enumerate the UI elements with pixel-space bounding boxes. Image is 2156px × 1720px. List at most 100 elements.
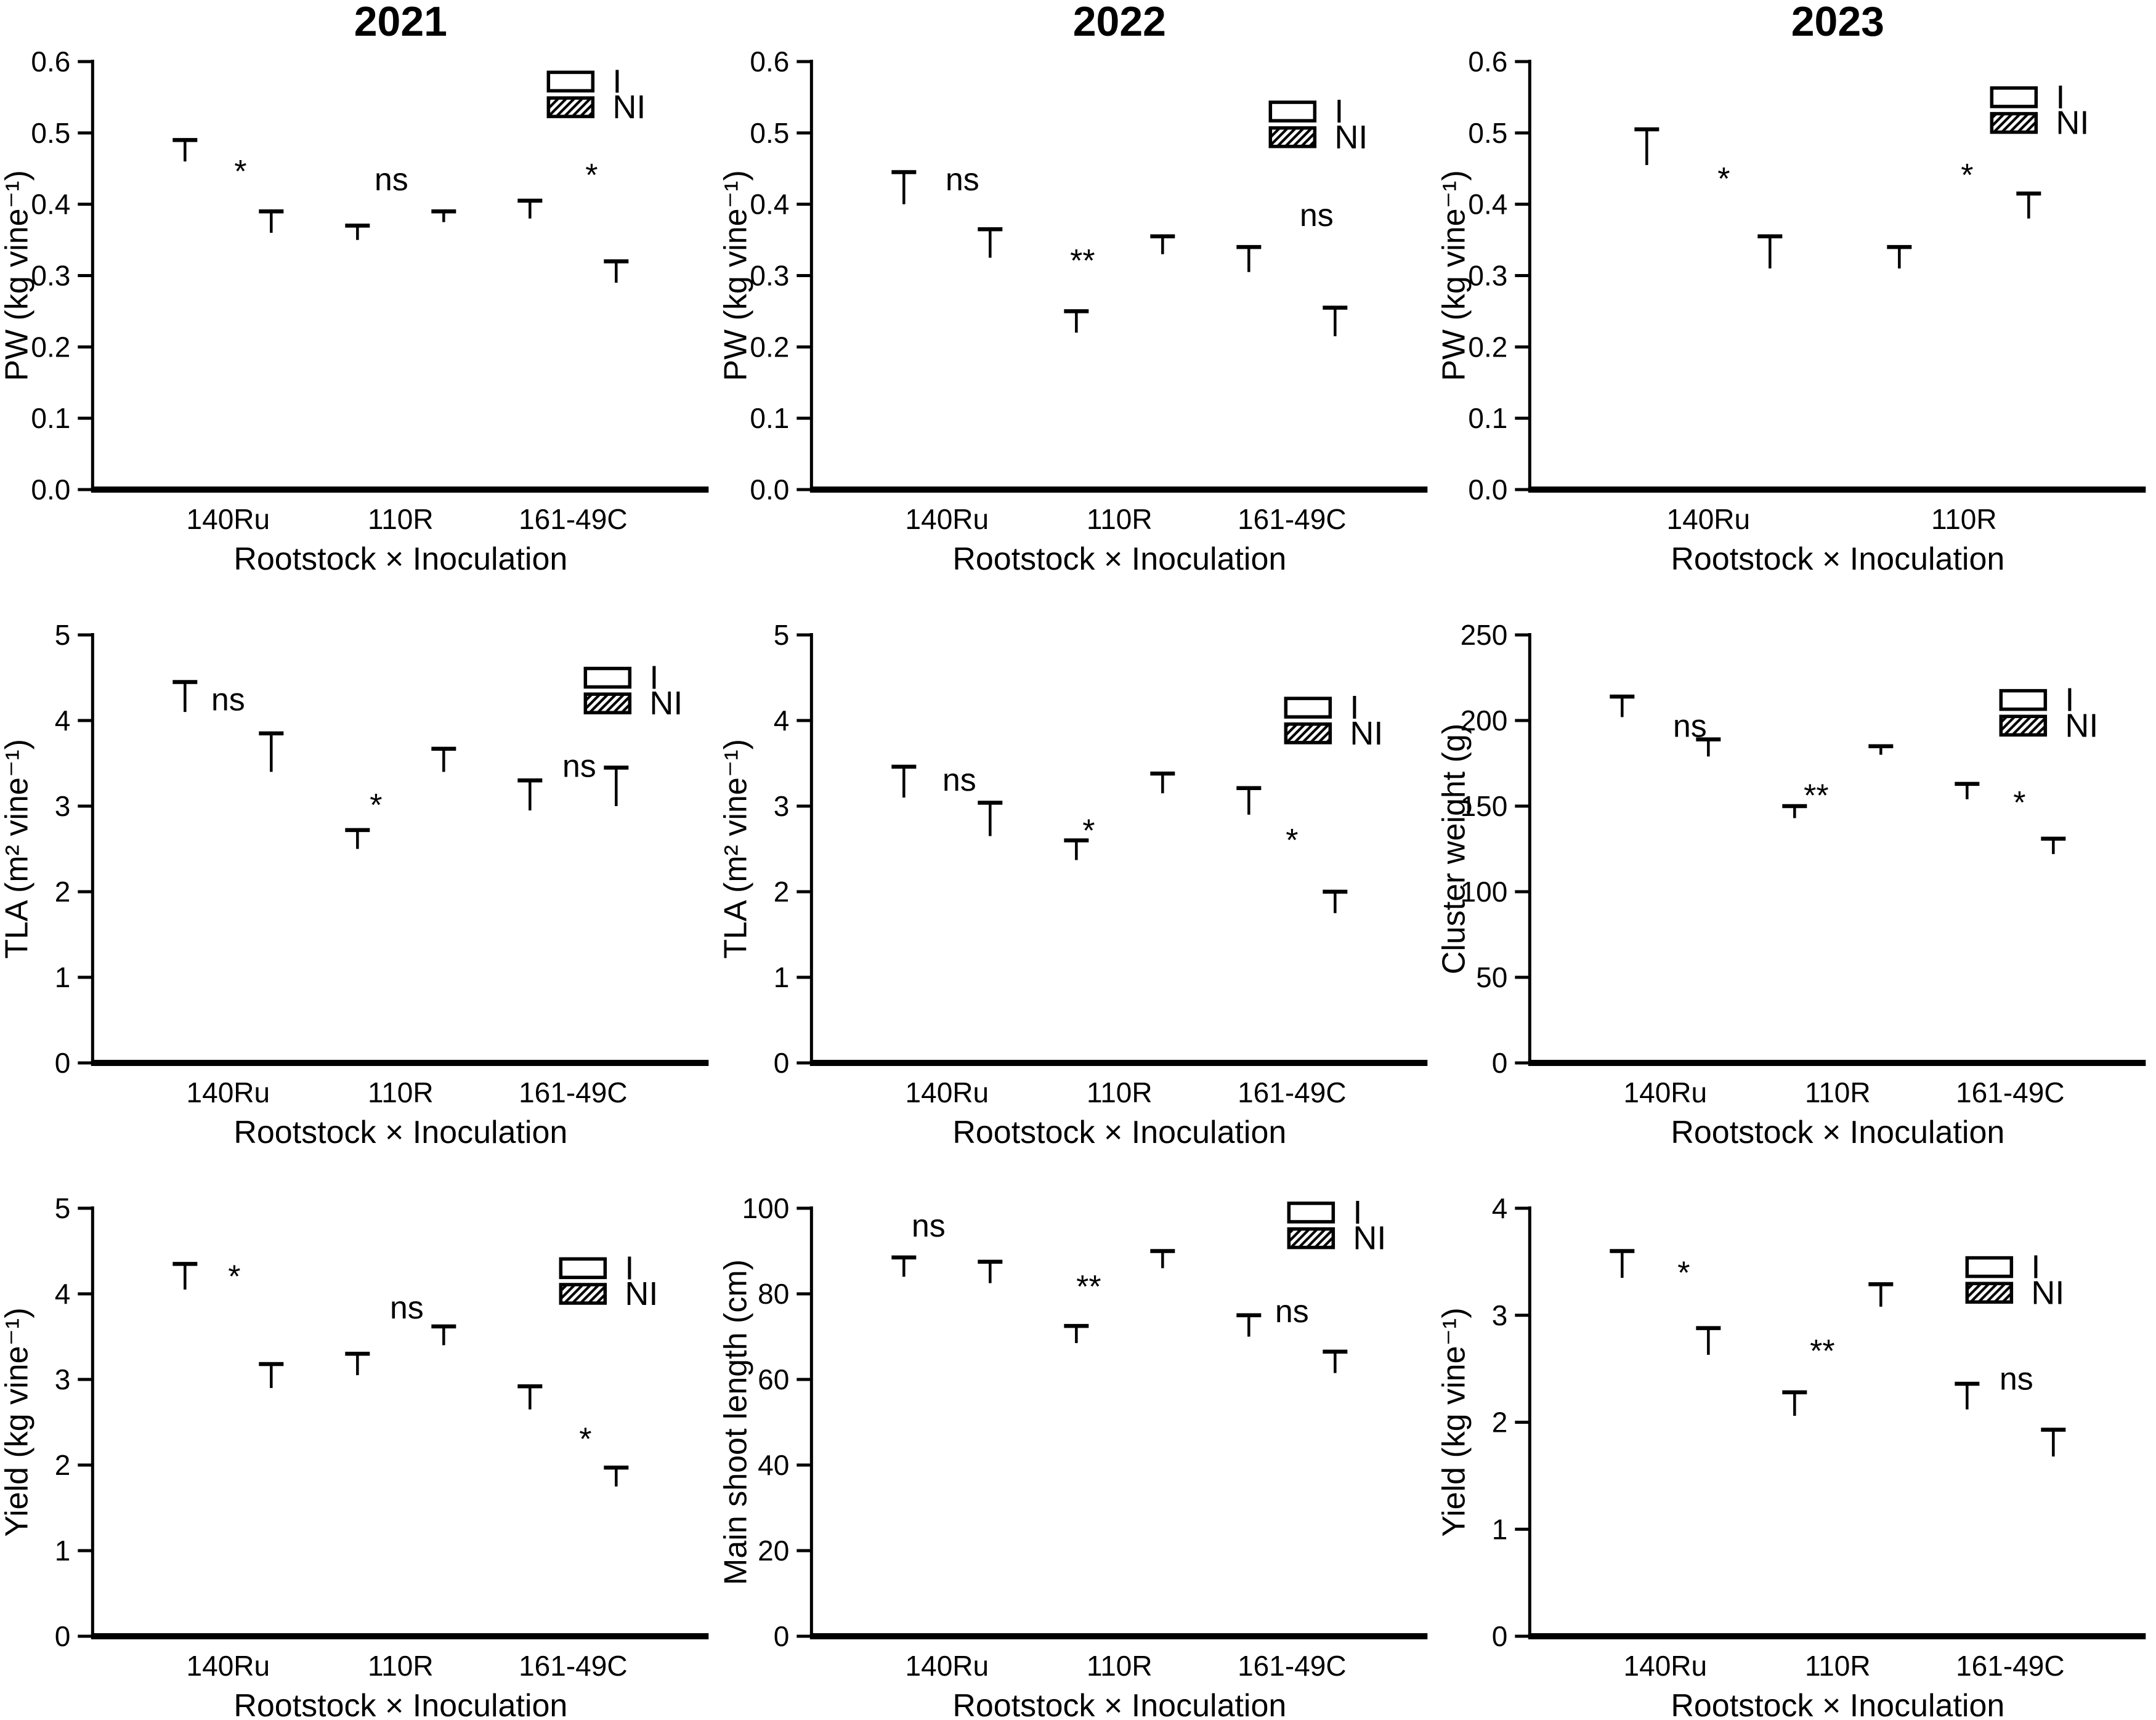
y-tick-label: 0.2 xyxy=(31,331,70,363)
x-tick-label: 110R xyxy=(368,1076,434,1108)
x-tick-label: 140Ru xyxy=(1624,1076,1708,1108)
y-tick-label: 0.2 xyxy=(750,331,789,363)
legend-label-i: I xyxy=(649,660,659,696)
legend: INI xyxy=(1287,1194,1386,1257)
legend-label-ni: NI xyxy=(1334,119,1368,156)
chart-2021-tla: 0 1 2 3 4 5 TLA (m² vine⁻¹) 140Ru 110R 161-49C Roo… xyxy=(0,573,719,1147)
chart-2021-yield: 0 1 2 3 4 5 Yield (kg vine⁻¹) 140Ru 110R 161-49C R… xyxy=(0,1147,719,1720)
x-axis-label: Rootstock × Inoculation xyxy=(1671,1688,2005,1720)
error-bar-140Ru-I xyxy=(1610,1249,1635,1278)
legend: INI xyxy=(583,660,683,722)
legend-swatch-ni xyxy=(1284,722,1332,745)
x-tick-label: 140Ru xyxy=(187,1076,270,1108)
y-tick-label: 0.0 xyxy=(31,474,70,506)
legend: INI xyxy=(546,63,646,126)
y-tick-label: 1 xyxy=(773,961,789,993)
significance-marker: * xyxy=(1718,161,1730,197)
x-axis-label: Rootstock × Inoculation xyxy=(952,1688,1286,1720)
y-tick-label: 0 xyxy=(773,1620,789,1652)
significance-marker: * xyxy=(370,788,382,823)
y-tick-label: 3 xyxy=(1492,1299,1508,1331)
significance-marker: ns xyxy=(946,162,979,198)
significance-marker: * xyxy=(228,1259,240,1295)
chart-2022-tla: 0 1 2 3 4 5 TLA (m² vine⁻¹) 140Ru 110R 161-49C Roo… xyxy=(718,573,1437,1147)
y-axis-label: PW (kg vine⁻¹) xyxy=(0,170,34,381)
error-bar-161-49C-NI xyxy=(2041,836,2066,854)
legend: INI xyxy=(1990,79,2089,142)
x-tick-label: 110R xyxy=(1087,503,1153,535)
legend-label-i: I xyxy=(612,63,622,100)
y-tick-label: 100 xyxy=(742,1192,789,1224)
y-tick-label: 80 xyxy=(758,1278,789,1310)
legend-swatch-i xyxy=(1999,688,2048,711)
error-bar-110R-I xyxy=(1887,244,1912,268)
legend: INI xyxy=(1284,689,1383,752)
y-tick-label: 0.3 xyxy=(1469,260,1508,292)
error-bar-161-49C-I xyxy=(1955,1381,1980,1410)
error-bar-140Ru-I xyxy=(891,170,916,204)
y-tick-label: 0.3 xyxy=(31,260,70,292)
significance-marker: ** xyxy=(1076,1269,1101,1305)
y-tick-label: 0.1 xyxy=(750,402,789,434)
y-tick-label: 0.5 xyxy=(750,117,789,149)
panel-2023-pw: 2023 0.0 0.1 0.2 0.3 0.4 0.5 0.6 PW (kg vine⁻¹) 1… xyxy=(1437,0,2156,573)
error-bar-140Ru-I xyxy=(891,764,916,798)
legend-swatch-ni xyxy=(1990,111,2038,134)
y-tick-label: 2 xyxy=(1492,1407,1508,1439)
y-tick-label: 1 xyxy=(1492,1513,1508,1545)
panel-background xyxy=(1437,1147,2156,1720)
significance-marker: * xyxy=(579,1422,591,1458)
significance-marker: ** xyxy=(1810,1333,1834,1369)
x-tick-label: 140Ru xyxy=(905,1650,989,1682)
error-bar-110R-NI xyxy=(431,209,456,222)
legend-swatch-i xyxy=(1268,100,1316,123)
x-axis-label: Rootstock × Inoculation xyxy=(233,1688,567,1720)
y-tick-label: 0.3 xyxy=(750,260,789,292)
error-bar-140Ru-NI xyxy=(259,731,284,772)
significance-marker: ns xyxy=(390,1290,424,1326)
legend-label-i: I xyxy=(1353,1194,1362,1231)
legend-label-i: I xyxy=(1350,689,1359,726)
error-bar-110R-NI xyxy=(1149,771,1175,794)
error-bar-161-49C-NI xyxy=(604,1465,629,1487)
x-tick-label: 161-49C xyxy=(1956,1650,2064,1682)
x-tick-label: 161-49C xyxy=(519,503,627,535)
x-axis-label: Rootstock × Inoculation xyxy=(233,541,567,573)
x-tick-label: 110R xyxy=(1087,1076,1153,1108)
significance-marker: ns xyxy=(912,1208,946,1244)
significance-marker: ns xyxy=(1673,708,1707,744)
error-bar-110R-NI xyxy=(431,1324,456,1346)
legend-label-ni: NI xyxy=(1350,715,1383,752)
y-tick-label: 0.4 xyxy=(750,188,789,220)
error-bar-110R-I xyxy=(345,828,370,849)
significance-marker: ns xyxy=(942,762,976,798)
legend: INI xyxy=(559,1250,658,1312)
significance-marker: ** xyxy=(1070,243,1095,279)
legend-swatch-i xyxy=(1284,696,1332,719)
y-tick-label: 4 xyxy=(773,705,789,737)
legend-label-ni: NI xyxy=(2056,105,2089,142)
y-tick-label: 60 xyxy=(758,1363,789,1395)
y-tick-label: 0 xyxy=(1492,1620,1508,1652)
legend-label-ni: NI xyxy=(649,685,683,722)
error-bar-110R-NI xyxy=(1149,1249,1175,1269)
error-bar-110R-I xyxy=(1063,1323,1088,1343)
y-tick-label: 0 xyxy=(1492,1047,1508,1079)
x-tick-label: 140Ru xyxy=(905,1076,989,1108)
error-bar-140Ru-NI xyxy=(1696,737,1721,757)
error-bar-110R-NI xyxy=(1868,744,1894,755)
error-bar-161-49C-NI xyxy=(2041,1427,2066,1457)
error-bar-161-49C-I xyxy=(1236,244,1261,272)
error-bar-110R-NI xyxy=(1868,1282,1894,1307)
panel-background xyxy=(718,573,1437,1147)
error-bar-140Ru-I xyxy=(172,680,198,713)
chart-2023-cluster-weight: 0 50 100 150 200 250 Cluster weight (g) 140Ru 11… xyxy=(1437,573,2156,1147)
legend-swatch-i xyxy=(1287,1201,1335,1224)
significance-marker: * xyxy=(1082,814,1095,849)
x-tick-label: 161-49C xyxy=(1956,1076,2064,1108)
y-tick-label: 0 xyxy=(773,1047,789,1079)
chart-2021-pw: 2021 0.0 0.1 0.2 0.3 0.4 0.5 0.6 PW (kg vine⁻¹) 1… xyxy=(0,0,719,573)
error-bar-140Ru-I xyxy=(172,138,198,162)
y-tick-label: 250 xyxy=(1461,619,1508,651)
y-tick-label: 50 xyxy=(1476,961,1507,993)
